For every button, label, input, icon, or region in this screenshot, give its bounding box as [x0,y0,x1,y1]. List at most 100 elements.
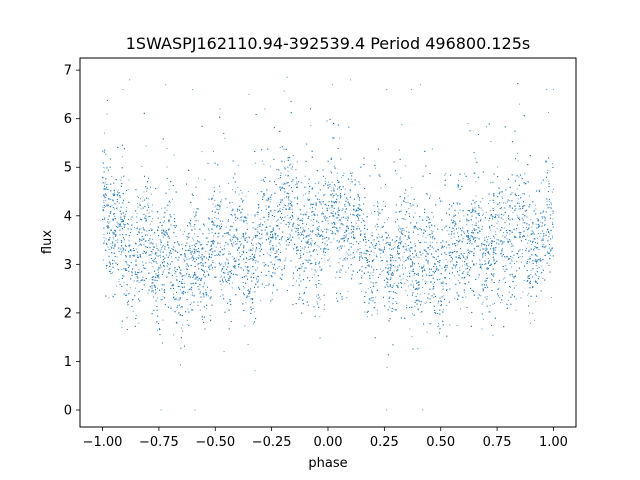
data-point [402,218,404,220]
data-point [385,231,387,233]
data-point [138,197,140,199]
data-point [190,302,192,304]
data-point [279,208,281,210]
data-point [534,245,536,247]
data-point [355,210,357,212]
data-point [552,163,554,165]
data-point [466,224,468,226]
data-point [506,303,508,305]
data-point [143,250,145,252]
data-point [188,258,190,260]
data-point [467,233,469,235]
data-point [458,180,459,182]
data-point [145,230,147,232]
data-point [431,148,433,150]
data-point [192,239,194,241]
data-point [417,293,419,295]
data-point [537,233,539,235]
data-point [113,232,115,234]
data-point [375,254,377,256]
data-point [186,319,188,321]
data-point [173,334,175,336]
data-point [139,203,141,205]
data-point [324,304,326,306]
data-point [151,252,153,254]
data-point [459,239,461,241]
data-point [228,283,230,285]
data-point [267,284,269,286]
data-point [526,248,528,250]
data-point [367,288,369,290]
data-point [346,239,348,241]
data-point [240,237,242,239]
data-point [335,185,337,187]
data-point [497,166,499,168]
data-point [107,246,109,248]
data-point [318,233,320,235]
data-point [295,169,297,171]
data-point [131,269,133,271]
data-point [431,254,433,256]
data-point [265,205,267,207]
data-point [108,297,110,299]
data-point [300,235,302,237]
data-point [245,302,247,304]
data-point [136,195,138,197]
data-point [337,217,339,219]
data-point [516,260,518,262]
data-point [307,198,309,200]
data-point [442,285,444,287]
data-point [110,268,112,270]
data-point [508,291,510,293]
data-point [288,199,290,201]
data-point [446,288,448,290]
data-point [142,227,144,229]
data-point [456,325,458,326]
data-point [119,225,121,227]
data-point [373,246,375,248]
data-point [142,226,144,228]
data-point [287,205,289,207]
data-point [269,201,271,203]
data-points [102,76,554,411]
data-point [484,254,486,256]
data-point [543,235,545,237]
data-point [111,245,113,247]
data-point [390,264,392,266]
data-point [454,298,456,300]
data-point [336,172,338,174]
data-point [495,217,497,219]
data-point [226,207,228,209]
data-point [535,208,537,210]
data-point [528,249,530,251]
data-point [528,292,530,294]
data-point [135,248,137,250]
data-point [417,308,419,310]
data-point [528,312,530,314]
data-point [489,264,491,266]
data-point [319,296,321,298]
data-point [417,239,419,241]
data-point [356,251,358,253]
data-point [263,287,265,289]
data-point [482,318,484,320]
data-point [256,193,258,195]
data-point [304,193,306,195]
data-point [515,309,517,311]
data-point [221,269,223,271]
data-point [347,291,349,293]
data-point [171,256,173,258]
data-point [422,286,424,288]
data-point [271,263,273,265]
data-point [516,214,518,216]
data-point [388,248,390,250]
data-point [306,252,308,254]
data-point [285,259,287,261]
data-point [149,235,151,237]
data-point [323,308,325,310]
data-point [276,245,278,247]
data-point [207,295,209,297]
data-point [135,315,137,317]
data-point [156,275,158,277]
data-point [338,201,340,203]
